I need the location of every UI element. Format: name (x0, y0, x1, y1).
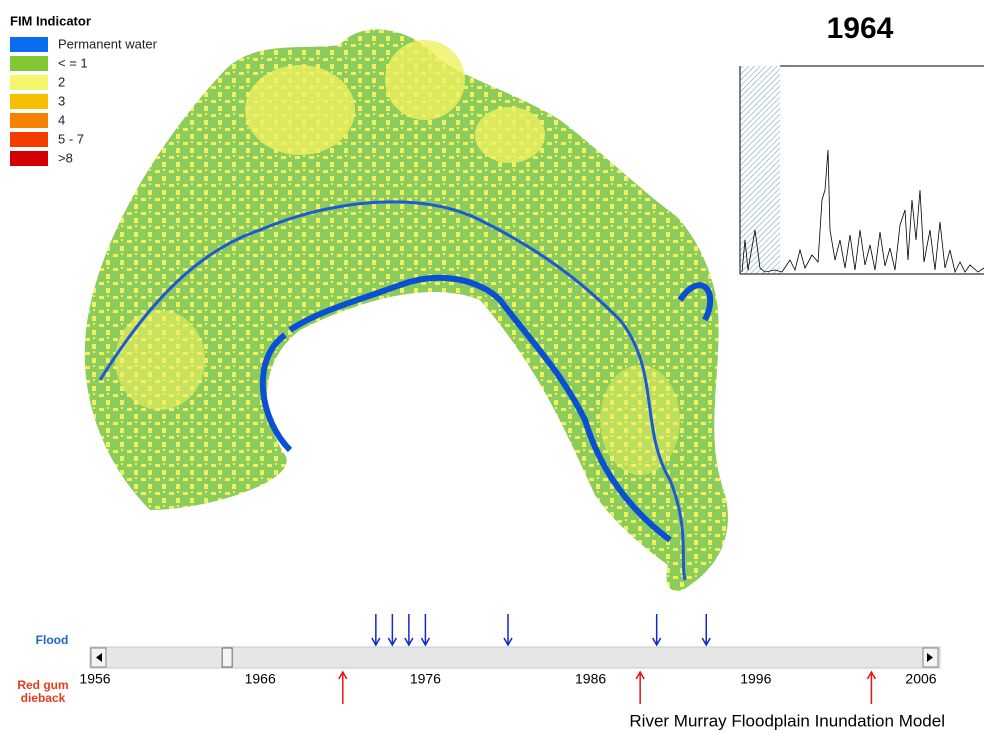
inset-hydrograph (739, 65, 984, 275)
legend-swatch (10, 113, 48, 128)
year-label: 1996 (740, 671, 771, 687)
arrow-head (404, 637, 414, 647)
legend-label: Permanent water (58, 36, 158, 51)
legend-swatch (10, 132, 48, 147)
legend-swatch (10, 37, 48, 52)
right-arrow-icon (927, 653, 933, 662)
legend-swatch (10, 151, 48, 166)
year-label: 1986 (575, 671, 606, 687)
legend-swatch (10, 75, 48, 90)
flood-label: Flood (36, 633, 69, 647)
flood-arrow (701, 614, 711, 647)
dieback-arrow (866, 670, 877, 704)
legend-label: 3 (58, 93, 65, 108)
arrow-head (503, 637, 513, 647)
arrow-head (387, 637, 398, 647)
floodplain-map (84, 29, 728, 592)
legend-label: 5 - 7 (58, 131, 84, 146)
flood-arrow (503, 614, 513, 647)
legend-label: 2 (58, 74, 65, 89)
timeline[interactable]: Flood Red gum dieback 1956 1966 1976 1986 19… (17, 614, 941, 705)
arrow-head (420, 637, 431, 647)
flood-arrow (420, 614, 431, 647)
year-label: 2006 (905, 671, 936, 687)
year-label: 1956 (79, 671, 110, 687)
left-arrow-icon (96, 653, 102, 662)
year-label: 1976 (410, 671, 441, 687)
dieback-arrow (635, 670, 645, 704)
arrow-head (635, 670, 645, 680)
slider-track[interactable] (89, 646, 941, 669)
legend-label: < = 1 (58, 55, 88, 70)
legend: FIM Indicator Permanent water < = 1 2 3 4 5 -… (10, 13, 158, 166)
current-year: 1964 (827, 12, 894, 45)
arrow-head (701, 637, 711, 647)
dieback-label: dieback (21, 691, 66, 705)
arrow-head (866, 670, 877, 680)
dieback-label: Red gum (17, 678, 68, 692)
slider-thumb[interactable] (221, 647, 233, 668)
flood-arrow (371, 614, 381, 647)
legend-swatch (10, 56, 48, 71)
flood-arrow (404, 614, 414, 647)
flood-arrow (387, 614, 398, 647)
dieback-arrow (338, 670, 348, 704)
arrow-head (371, 637, 381, 647)
legend-label: >8 (58, 150, 73, 165)
arrow-head (338, 670, 348, 680)
legend-title: FIM Indicator (10, 13, 91, 28)
arrow-head (652, 637, 662, 647)
legend-label: 4 (58, 112, 65, 127)
footer-title: River Murray Floodplain Inundation Model (629, 711, 945, 730)
year-label: 1966 (245, 671, 276, 687)
legend-swatch (10, 94, 48, 109)
flood-arrow (652, 614, 662, 647)
